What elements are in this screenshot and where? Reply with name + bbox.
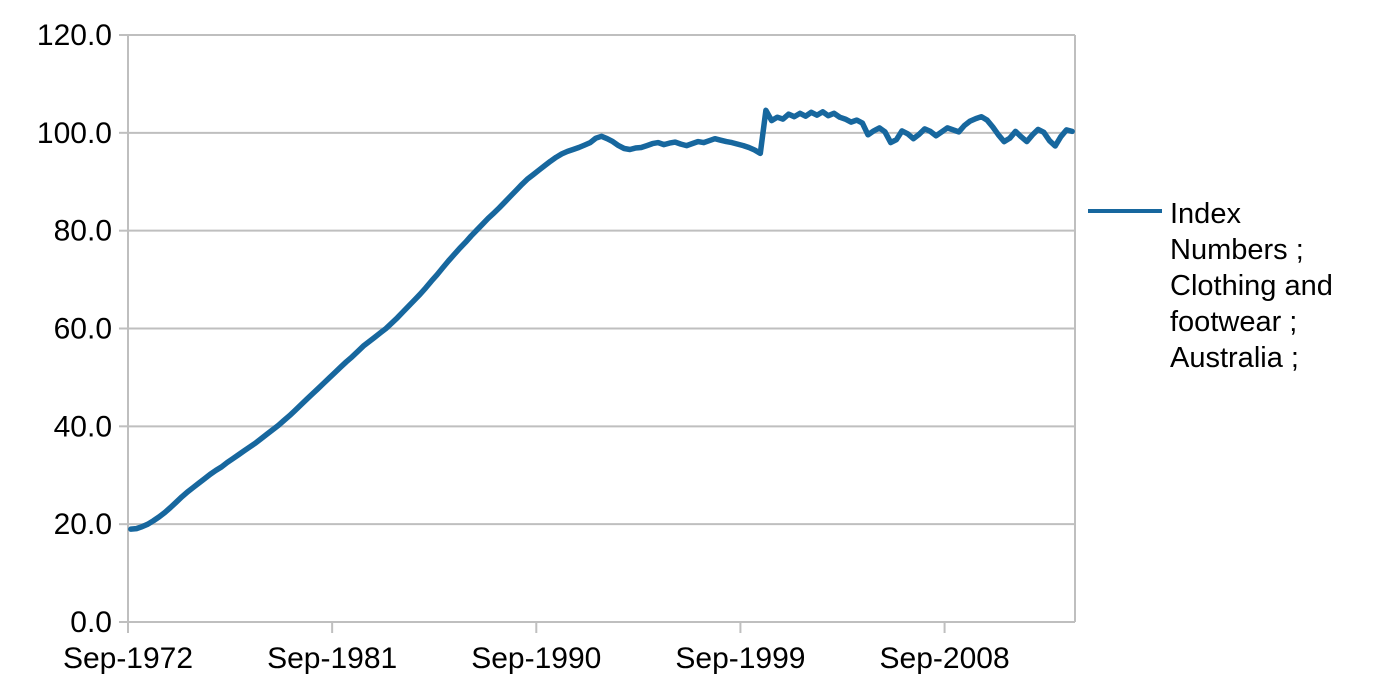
y-tick-label: 100.0 — [37, 117, 112, 150]
legend-label-line: Numbers ; — [1170, 234, 1304, 266]
series-line — [128, 107, 1075, 532]
x-tick-label: Sep-1990 — [471, 642, 601, 675]
legend-line-marker — [1088, 209, 1162, 213]
legend-label: Index Numbers ; Clothing and footwear ; … — [1170, 196, 1333, 376]
y-tick-label: 80.0 — [54, 215, 112, 248]
legend-label-line: Index — [1170, 198, 1241, 230]
x-tick-label: Sep-2008 — [880, 642, 1010, 675]
y-tick-label: 20.0 — [54, 508, 112, 541]
legend-label-line: Australia ; — [1170, 342, 1299, 374]
x-tick-label: Sep-1981 — [267, 642, 397, 675]
y-tick-label: 60.0 — [54, 313, 112, 346]
y-tick-label: 120.0 — [37, 19, 112, 52]
legend-label-line: footwear ; — [1170, 306, 1298, 338]
x-tick-label: Sep-1972 — [63, 642, 193, 675]
y-tick-label: 0.0 — [70, 606, 112, 639]
legend-label-line: Clothing and — [1170, 270, 1333, 302]
x-tick-label: Sep-1999 — [675, 642, 805, 675]
y-tick-label: 40.0 — [54, 410, 112, 443]
